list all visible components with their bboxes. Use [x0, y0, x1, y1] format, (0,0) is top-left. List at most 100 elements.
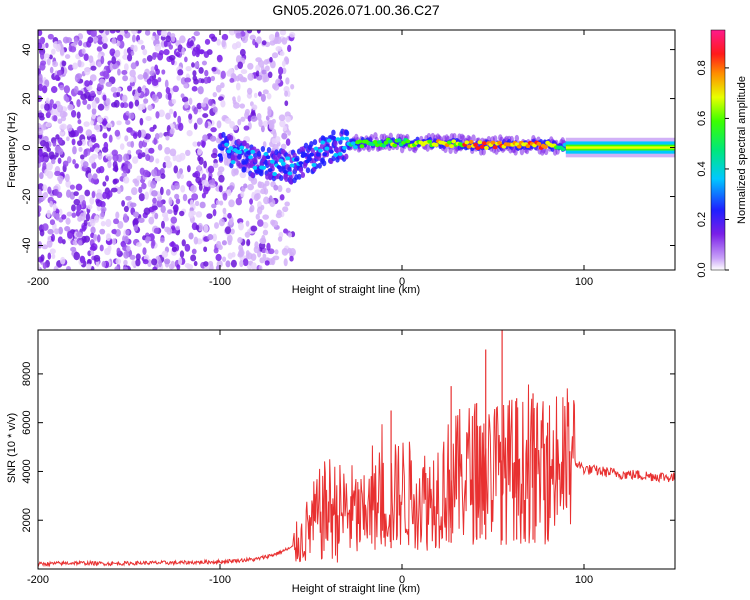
noise-blob — [215, 253, 222, 262]
noise-blob — [281, 60, 286, 67]
noise-blob — [54, 170, 61, 177]
noise-blob — [203, 51, 210, 59]
noise-blob — [126, 245, 131, 252]
track-halo — [228, 134, 234, 141]
noise-blob — [247, 72, 255, 81]
noise-blob — [273, 184, 279, 191]
noise-blob — [107, 190, 113, 198]
noise-blob — [224, 117, 232, 124]
noise-blob — [97, 152, 103, 160]
snr-y-tick-label: 2000 — [21, 508, 33, 532]
noise-blob — [38, 149, 43, 158]
noise-blob — [185, 66, 192, 72]
noise-blob — [100, 206, 107, 213]
track-halo — [481, 148, 486, 156]
spectrogram-x-tick-label: -100 — [209, 276, 231, 288]
noise-blob — [193, 260, 198, 267]
noise-blob — [193, 31, 200, 37]
noise-blob — [238, 244, 243, 252]
noise-blob — [49, 200, 54, 208]
colorbar-tick-label: 0.0 — [696, 262, 708, 277]
noise-blob — [75, 183, 83, 191]
track-point — [466, 144, 472, 149]
noise-blob — [58, 208, 63, 216]
noise-blob — [142, 247, 147, 255]
noise-blob — [116, 120, 122, 126]
noise-blob — [71, 204, 76, 212]
noise-blob — [143, 98, 149, 104]
noise-blob — [80, 154, 85, 160]
track-point — [479, 144, 485, 149]
noise-blob — [161, 69, 166, 75]
noise-blob — [209, 135, 217, 142]
noise-blob — [155, 158, 160, 164]
noise-blob — [184, 101, 189, 109]
noise-blob — [273, 37, 279, 45]
noise-blob — [90, 177, 95, 184]
noise-blob — [202, 113, 209, 118]
noise-blob — [255, 57, 262, 63]
noise-blob — [84, 80, 90, 87]
noise-blob — [61, 214, 67, 220]
track-halo — [333, 140, 338, 147]
noise-blob — [177, 69, 184, 76]
noise-blob — [86, 263, 92, 270]
spectrogram-y-tick-label: -40 — [21, 238, 33, 254]
noise-blob — [110, 187, 118, 193]
noise-blob — [65, 96, 70, 103]
track-point — [224, 142, 229, 147]
track-point — [477, 140, 483, 145]
noise-blob — [165, 35, 171, 43]
track-point — [344, 136, 350, 141]
track-point — [237, 150, 243, 155]
noise-blob — [123, 213, 128, 220]
noise-blob — [142, 48, 148, 56]
noise-blob — [220, 82, 225, 89]
track-halo — [519, 148, 525, 156]
noise-blob — [51, 48, 56, 55]
noise-blob — [86, 40, 92, 48]
noise-blob — [115, 211, 120, 219]
track-halo — [514, 134, 520, 142]
noise-blob — [64, 173, 70, 183]
noise-blob — [74, 163, 79, 169]
track-point — [245, 150, 251, 155]
noise-blob — [43, 53, 50, 59]
noise-blob — [210, 75, 216, 82]
noise-blob — [249, 206, 253, 213]
noise-blob — [250, 225, 258, 232]
noise-blob — [170, 35, 176, 43]
colorbar-gradient — [710, 29, 726, 271]
noise-blob — [139, 117, 144, 126]
noise-blob — [155, 111, 160, 119]
noise-blob — [38, 30, 43, 36]
noise-blob — [119, 143, 125, 150]
noise-blob — [237, 73, 244, 81]
track-point — [324, 146, 330, 151]
noise-blob — [124, 30, 129, 34]
noise-blob — [161, 250, 169, 258]
noise-blob — [225, 260, 231, 268]
noise-blob — [218, 218, 225, 227]
noise-blob — [221, 240, 227, 246]
noise-blob — [163, 258, 171, 265]
noise-blob — [76, 140, 83, 146]
track-halo — [366, 145, 372, 153]
noise-blob — [75, 73, 83, 79]
noise-blob — [56, 69, 63, 76]
noise-blob — [52, 211, 57, 218]
noise-blob — [212, 208, 217, 217]
noise-blob — [158, 132, 163, 138]
noise-blob — [201, 179, 209, 186]
track-point — [326, 138, 332, 143]
noise-blob — [45, 141, 50, 149]
noise-blob — [52, 140, 57, 147]
noise-blob — [78, 146, 83, 152]
track-point — [396, 138, 402, 143]
noise-blob — [88, 155, 96, 164]
noise-blob — [38, 112, 45, 118]
spectrogram-x-tick-label: 0 — [399, 276, 405, 288]
track-halo — [230, 154, 236, 161]
noise-blob — [226, 234, 233, 243]
noise-blob — [229, 77, 235, 83]
